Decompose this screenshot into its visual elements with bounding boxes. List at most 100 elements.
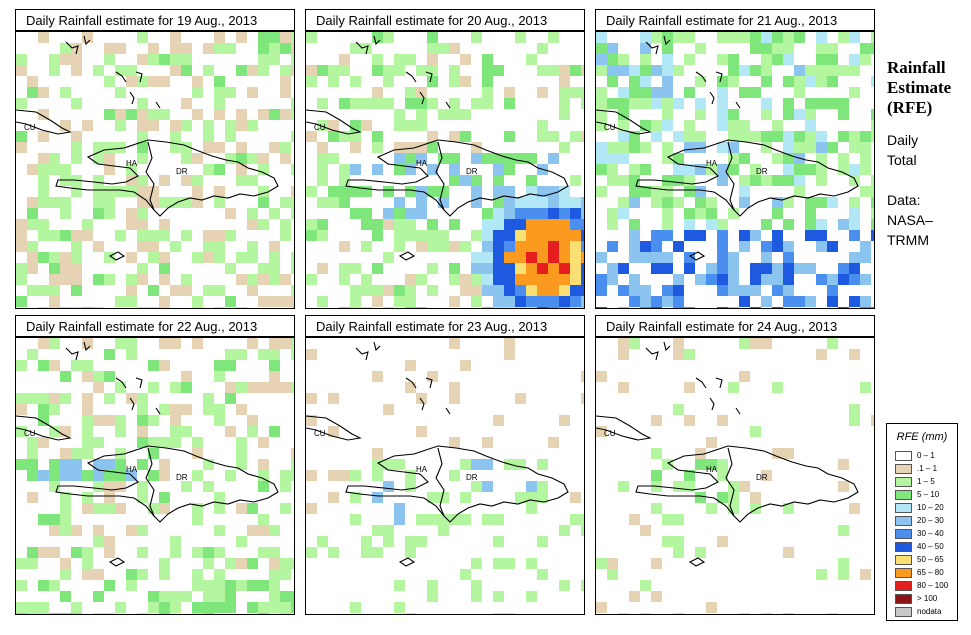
rainfall-cell [460, 514, 471, 525]
rainfall-cell [247, 580, 258, 591]
rainfall-cell [482, 263, 493, 274]
rainfall-cell [181, 274, 192, 285]
rainfall-cell [438, 109, 449, 120]
rainfall-cell [662, 186, 673, 197]
rainfall-cell [126, 580, 137, 591]
rainfall-cell [849, 219, 860, 230]
rainfall-cell [717, 274, 728, 285]
rainfall-cell [548, 252, 559, 263]
rainfall-cell [684, 142, 695, 153]
rainfall-cell [728, 492, 739, 503]
rainfall-cell [570, 307, 581, 308]
haiti-label: HA [126, 465, 138, 474]
rainfall-cell [60, 87, 71, 98]
rainfall-cell [504, 307, 515, 308]
rainfall-cell [816, 164, 827, 175]
rainfall-cell [838, 153, 849, 164]
rainfall-cell [236, 382, 247, 393]
rainfall-cell [816, 65, 827, 76]
rainfall-cell [181, 230, 192, 241]
rainfall-cell [372, 219, 383, 230]
rainfall-cell [328, 186, 339, 197]
rainfall-cell [559, 197, 570, 208]
rainfall-cell [673, 153, 684, 164]
rainfall-cell [581, 525, 584, 536]
rainfall-cell [38, 87, 49, 98]
rainfall-cell [728, 142, 739, 153]
rainfall-cell [482, 219, 493, 230]
rainfall-cell [170, 285, 181, 296]
rainfall-cell [662, 219, 673, 230]
rainfall-cell [148, 602, 159, 613]
rainfall-cell [269, 525, 280, 536]
rainfall-cell [214, 547, 225, 558]
rainfall-cell [618, 208, 629, 219]
rainfall-cell [269, 142, 280, 153]
rainfall-map: CU HA DR [595, 337, 875, 615]
rainfall-cell [49, 274, 60, 285]
rainfall-cell [306, 415, 317, 426]
rainfall-cell [761, 76, 772, 87]
rainfall-cell [871, 175, 874, 186]
rainfall-cell [306, 470, 317, 481]
rainfall-cell [93, 613, 104, 614]
rainfall-cell [761, 263, 772, 274]
rainfall-cell [236, 448, 247, 459]
rainfall-cell [60, 393, 71, 404]
rainfall-cell [60, 197, 71, 208]
rainfall-cell [581, 371, 584, 382]
rainfall-cell [280, 274, 291, 285]
rainfall-cell [306, 219, 317, 230]
rainfall-cell [717, 307, 728, 308]
rainfall-cell [361, 536, 372, 547]
bahamas-coastline [715, 71, 723, 83]
rainfall-cell [339, 263, 350, 274]
rainfall-cell [27, 263, 38, 274]
rainfall-cell [247, 503, 258, 514]
rainfall-cell [739, 338, 750, 349]
rainfall-cell [504, 208, 515, 219]
rainfall-cell [684, 186, 695, 197]
rainfall-cell [372, 296, 383, 307]
rainfall-cell [805, 98, 816, 109]
rainfall-cell [159, 296, 170, 307]
rainfall-cell [159, 602, 170, 613]
rainfall-cell [728, 131, 739, 142]
rainfall-cell [339, 186, 350, 197]
rainfall-cell [761, 338, 772, 349]
haiti-dr-border [435, 447, 445, 517]
rainfall-cell [673, 32, 684, 43]
rainfall-cell [581, 296, 584, 307]
rainfall-cell [871, 307, 874, 308]
rainfall-cell [805, 219, 816, 230]
rainfall-cell [192, 186, 203, 197]
product-title-line: Estimate [887, 78, 952, 97]
rainfall-cell [816, 274, 827, 285]
rainfall-cell [695, 43, 706, 54]
rainfall-cell [394, 153, 405, 164]
rainfall-cell [618, 263, 629, 274]
rainfall-cell [339, 274, 350, 285]
rainfall-cell [350, 120, 361, 131]
rainfall-cell [71, 459, 82, 470]
rainfall-cell [339, 131, 350, 142]
rainfall-cell [537, 263, 548, 274]
rainfall-cell [783, 296, 794, 307]
bahamas-coastline [715, 377, 723, 389]
rainfall-cell [783, 131, 794, 142]
rainfall-cell [596, 558, 607, 569]
legend-label: 20 – 30 [917, 516, 944, 525]
rainfall-cell [827, 43, 838, 54]
rainfall-cell [618, 349, 629, 360]
rainfall-cell [126, 109, 137, 120]
product-title-line: (RFE) [887, 98, 933, 117]
rainfall-cell [405, 153, 416, 164]
rainfall-cell [192, 175, 203, 186]
rainfall-cell [673, 547, 684, 558]
rainfall-cell [427, 54, 438, 65]
rainfall-cell [27, 219, 38, 230]
rainfall-cell [416, 142, 427, 153]
rainfall-cell [383, 76, 394, 87]
rainfall-cell [416, 98, 427, 109]
rainfall-cell [71, 54, 82, 65]
